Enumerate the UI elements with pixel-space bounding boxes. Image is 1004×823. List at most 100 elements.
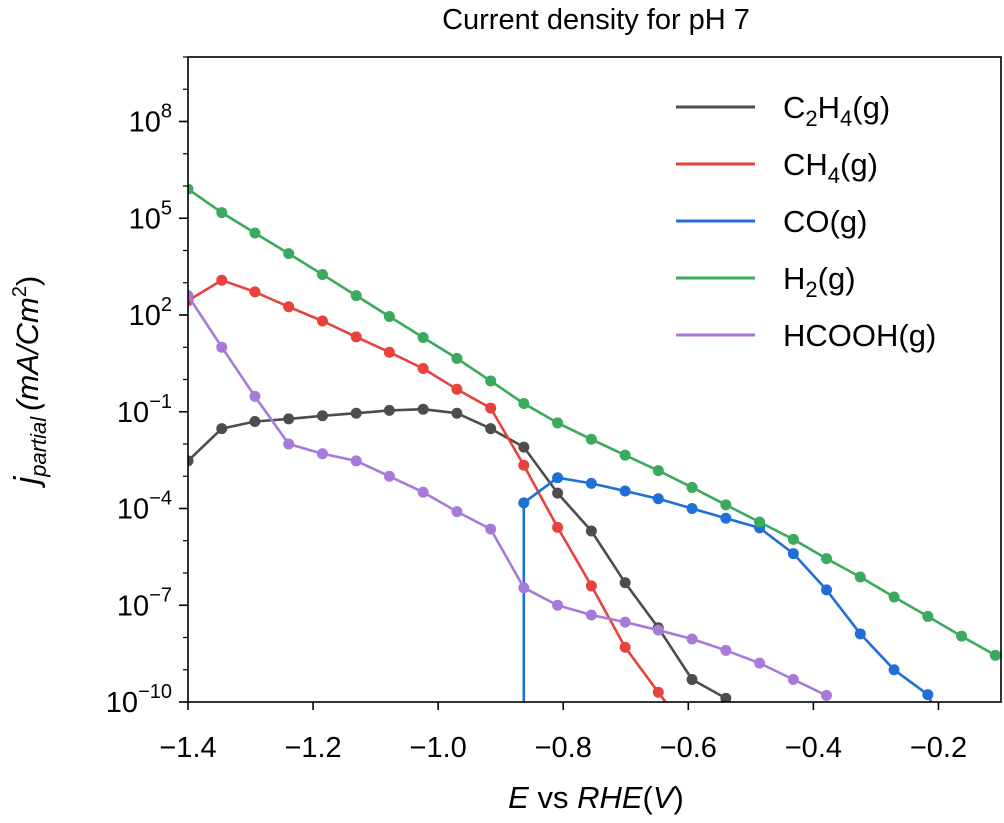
legend-item: HCOOH(g) xyxy=(676,318,936,353)
data-point-hcooh-g xyxy=(417,486,429,498)
data-point-hcooh-g xyxy=(585,609,597,621)
x-axis: −1.4 −1.2 −1.0 −0.8 −0.6 −0.4 −0.2 xyxy=(159,702,967,764)
data-point-h2-g xyxy=(552,417,564,429)
data-point-hcooh-g xyxy=(188,290,194,302)
legend-item: CH4(g) xyxy=(676,147,878,188)
series-line-c2h4-g xyxy=(188,407,727,700)
y-axis-label-close: ) xyxy=(10,276,45,286)
legend-item: CO(g) xyxy=(676,204,867,239)
legend-label-part: (g) xyxy=(852,90,890,125)
series-layer xyxy=(188,183,1001,772)
data-point-h2-g xyxy=(989,649,1001,661)
data-point-ch4-g xyxy=(518,459,530,471)
legend-label-part: H xyxy=(818,90,840,125)
legend-label-part: CH xyxy=(783,147,828,182)
data-point-ch4-g xyxy=(350,331,362,343)
legend-label-part: H xyxy=(783,261,805,296)
y-tick-base: 10 xyxy=(117,590,149,622)
data-point-ch4-g xyxy=(216,274,228,286)
legend-label-part: HCOOH(g) xyxy=(783,318,936,353)
y-tick-base: 10 xyxy=(117,397,149,429)
data-point-ch4-g xyxy=(652,686,664,698)
x-axis-label: E vs RHE(V) xyxy=(508,780,684,815)
data-point-c2h4-g xyxy=(417,403,429,415)
y-tick-label: 108 xyxy=(129,101,172,139)
data-point-ch4-g xyxy=(619,641,631,653)
data-point-ch4-g xyxy=(283,301,295,313)
data-point-h2-g xyxy=(686,481,698,493)
data-point-ch4-g xyxy=(585,580,597,592)
data-point-hcooh-g xyxy=(787,673,799,685)
data-point-co-g xyxy=(922,689,934,701)
data-point-ch4-g xyxy=(485,402,497,414)
data-point-h2-g xyxy=(383,310,395,322)
data-point-hcooh-g xyxy=(216,341,228,353)
data-point-hcooh-g xyxy=(720,644,732,656)
data-point-h2-g xyxy=(188,183,194,195)
data-point-h2-g xyxy=(720,499,732,511)
legend-label-part: C xyxy=(783,90,805,125)
legend-item: H2(g) xyxy=(676,261,856,302)
data-point-h2-g xyxy=(754,516,766,528)
x-tick-label: −1.0 xyxy=(410,732,467,764)
x-axis-label-unit: V xyxy=(653,780,677,815)
data-point-h2-g xyxy=(585,433,597,445)
legend-label-part: (g) xyxy=(818,261,856,296)
y-tick-exponent: 2 xyxy=(161,294,172,316)
data-point-h2-g xyxy=(350,290,362,302)
data-point-c2h4-g xyxy=(451,407,463,419)
y-tick-exponent: 8 xyxy=(161,101,172,123)
data-point-hcooh-g xyxy=(283,438,295,450)
data-point-h2-g xyxy=(619,449,631,461)
data-point-co-g xyxy=(888,664,900,676)
x-axis-label-paren-close: ) xyxy=(674,780,684,815)
data-point-ch4-g xyxy=(383,346,395,358)
y-tick-label: 10−4 xyxy=(117,488,172,526)
data-point-ch4-g xyxy=(552,521,564,533)
y-tick-exponent: 5 xyxy=(161,197,172,219)
series-line-ch4-g xyxy=(188,278,668,702)
data-point-h2-g xyxy=(249,227,261,239)
series-c2h4-g xyxy=(188,403,732,702)
data-point-co-g xyxy=(652,493,664,505)
data-point-co-g xyxy=(787,548,799,560)
legend-label-part: CO(g) xyxy=(783,204,867,239)
x-tick-label: −0.4 xyxy=(785,732,842,764)
legend-label-part: (g) xyxy=(840,147,878,182)
data-point-h2-g xyxy=(283,248,295,260)
legend-label: C2H4(g) xyxy=(783,90,890,131)
legend-label-part: 4 xyxy=(828,163,840,188)
data-point-c2h4-g xyxy=(350,407,362,419)
data-point-co-g xyxy=(720,512,732,524)
legend-label: H2(g) xyxy=(783,261,856,302)
data-point-hcooh-g xyxy=(821,689,833,701)
y-tick-exponent: −7 xyxy=(149,584,172,606)
data-point-co-g xyxy=(821,584,833,596)
data-point-c2h4-g xyxy=(485,423,497,435)
data-point-co-g xyxy=(518,761,529,772)
data-point-hcooh-g xyxy=(552,599,564,611)
x-axis-label-vs: vs xyxy=(529,780,577,815)
x-tick-label: −0.2 xyxy=(910,732,967,764)
data-point-ch4-g xyxy=(417,362,429,374)
y-axis-label-j: j xyxy=(8,475,46,488)
data-point-co-g xyxy=(585,477,597,489)
legend-label-part: 2 xyxy=(805,106,817,131)
x-tick-label: −0.8 xyxy=(535,732,592,764)
y-tick-label: 105 xyxy=(129,197,172,235)
data-point-hcooh-g xyxy=(316,448,328,460)
data-point-c2h4-g xyxy=(383,404,395,416)
data-point-h2-g xyxy=(888,591,900,603)
data-point-h2-g xyxy=(316,269,328,281)
legend-label: HCOOH(g) xyxy=(783,318,936,353)
series-line-hcooh-g xyxy=(188,294,828,697)
data-point-c2h4-g xyxy=(686,673,698,685)
data-point-ch4-g xyxy=(249,286,261,298)
y-tick-label: 10−7 xyxy=(117,584,172,622)
data-point-c2h4-g xyxy=(518,441,530,453)
data-point-ch4-g xyxy=(451,383,463,395)
plot-frame xyxy=(187,56,1002,703)
legend-label: CO(g) xyxy=(783,204,867,239)
data-point-co-g xyxy=(686,503,698,514)
y-axis-label-sub: partial xyxy=(26,416,51,478)
